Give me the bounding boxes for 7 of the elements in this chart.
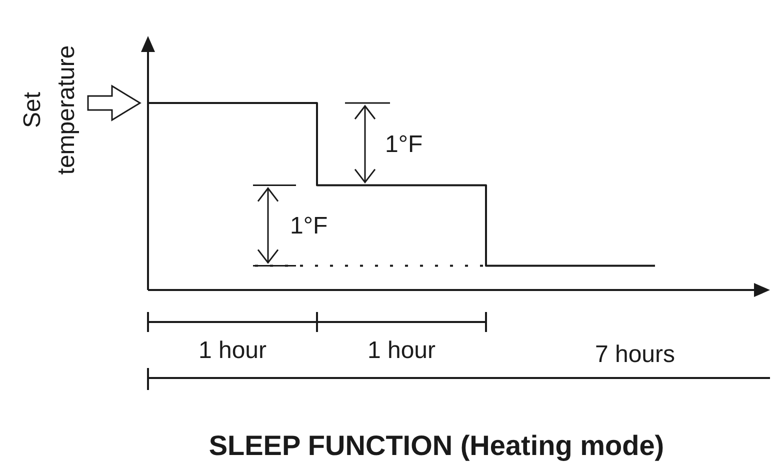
text: SLEEP FUNCTION (Heating mode) xyxy=(208,430,664,461)
text: 1 hour xyxy=(198,337,267,364)
annotation: 1°F xyxy=(385,131,423,158)
y-axis-title: Set temperature xyxy=(19,45,80,175)
annotation: 1°F xyxy=(290,212,328,240)
text: 7 hours xyxy=(594,341,676,368)
text: 1 hour xyxy=(367,337,436,364)
